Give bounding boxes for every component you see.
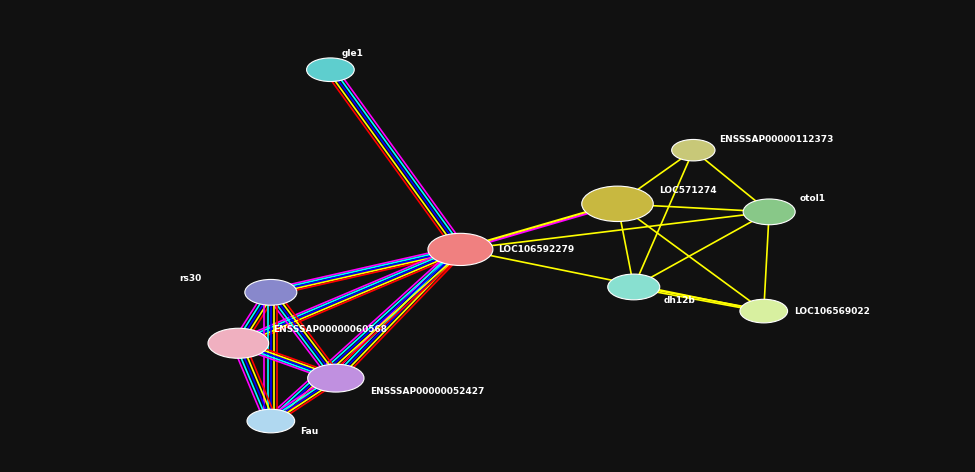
Circle shape [247,409,294,433]
Circle shape [743,199,796,225]
Circle shape [245,279,296,305]
Circle shape [582,186,653,221]
Text: rs30: rs30 [178,274,201,283]
Text: LOC571274: LOC571274 [659,186,717,195]
Circle shape [308,364,364,392]
Text: gle1: gle1 [341,49,363,58]
Circle shape [428,233,493,265]
Text: LOC106569022: LOC106569022 [794,307,870,316]
Text: ENSSSAP00000060568: ENSSSAP00000060568 [273,325,387,334]
Text: ENSSSAP00000052427: ENSSSAP00000052427 [370,387,485,396]
Text: ENSSSAP00000112373: ENSSSAP00000112373 [720,135,834,144]
Text: LOC106592279: LOC106592279 [498,245,574,254]
Text: dh12b: dh12b [664,296,696,305]
Circle shape [607,274,660,300]
Circle shape [672,139,715,161]
Text: Fau: Fau [300,427,318,436]
Circle shape [740,299,788,323]
Circle shape [208,328,269,358]
Circle shape [306,58,354,82]
Text: otol1: otol1 [800,194,826,203]
